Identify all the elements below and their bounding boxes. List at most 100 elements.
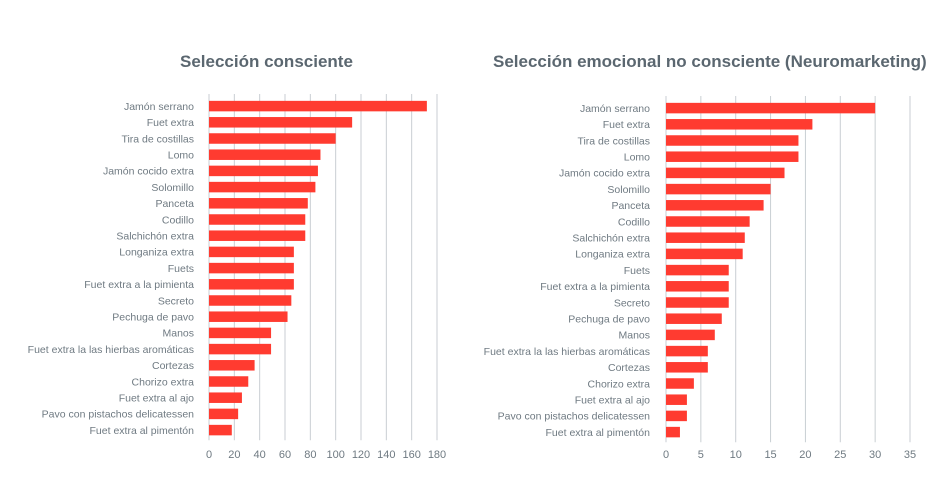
x-tick-label: 60 [279, 449, 291, 461]
category-label: Chorizo extra [588, 378, 651, 390]
category-label: Codillo [162, 214, 194, 226]
x-tick-label: 0 [663, 449, 669, 461]
x-tick-label: 35 [904, 449, 916, 461]
category-label: Chorizo extra [132, 376, 195, 388]
bar [666, 102, 876, 114]
bar [666, 313, 722, 324]
x-tick-label: 10 [730, 449, 742, 461]
category-label: Fuets [624, 265, 650, 277]
category-label: Fuets [168, 263, 194, 275]
category-label: Longaniza extra [119, 247, 194, 259]
category-label: Solomillo [151, 182, 194, 194]
category-label: Fuet extra al ajo [575, 395, 650, 407]
bar [666, 200, 764, 211]
bar [666, 345, 708, 357]
bar [666, 264, 729, 276]
bar [209, 198, 308, 209]
chart-right-title: Selección emocional no consciente (Neuro… [493, 52, 927, 71]
category-label: Fuet extra al pimentón [546, 427, 651, 439]
bar [209, 149, 321, 160]
bar [666, 281, 729, 292]
x-tick-label: 180 [428, 449, 446, 461]
category-label: Fuet extra al pimentón [90, 425, 195, 437]
x-tick-label: 160 [402, 449, 420, 461]
bar [666, 394, 687, 405]
category-label: Longaniza extra [575, 249, 650, 261]
chart-right-panel: Selección emocional no consciente (Neuro… [470, 0, 950, 494]
bar [209, 133, 336, 144]
category-label: Manos [618, 330, 650, 342]
category-label: Jamón cocido extra [559, 168, 650, 180]
bar [209, 311, 288, 322]
x-tick-label: 0 [206, 449, 212, 461]
chart-left-title: Selección consciente [180, 52, 353, 71]
bar [666, 426, 680, 438]
chart-left-svg: 0 20 40 60 80 100 120 140 160 180 Jamón serrano Fue… [28, 94, 446, 461]
category-label: Cortezas [152, 360, 194, 372]
bar [209, 117, 353, 128]
bar [209, 100, 427, 112]
category-label: Pavo con pistachos delicatessen [498, 411, 651, 423]
x-tick-label: 15 [764, 449, 776, 461]
category-label: Fuet extra la las hierbas aromáticas [28, 344, 194, 356]
bar [666, 135, 799, 146]
category-label: Cortezas [608, 362, 650, 374]
category-label: Fuet extra [603, 119, 650, 131]
category-label: Salchichón extra [116, 231, 194, 243]
bar [666, 119, 813, 130]
bar [666, 297, 729, 308]
category-label: Fuet extra al ajo [119, 393, 194, 405]
bar [666, 216, 750, 227]
category-label: Tira de costillas [121, 133, 194, 145]
bar [209, 230, 306, 241]
category-label: Pechuga de pavo [112, 312, 194, 324]
bar [209, 214, 306, 225]
category-label: Fuet extra a la pimienta [84, 279, 194, 291]
x-tick-label: 30 [869, 449, 881, 461]
category-label: Fuet extra la las hierbas aromáticas [484, 346, 650, 358]
category-label: Lomo [624, 152, 650, 164]
bar [209, 392, 242, 403]
bar [209, 262, 294, 274]
category-label: Solomillo [607, 184, 650, 196]
category-label: Pavo con pistachos delicatessen [42, 409, 195, 421]
bar [666, 151, 799, 162]
bar [666, 183, 771, 195]
bar [666, 167, 785, 179]
bar [209, 424, 232, 436]
bar [209, 360, 255, 371]
category-label: Fuet extra a la pimienta [540, 281, 650, 293]
chart-left-panel: Selección consciente 0 20 40 60 80 100 120 140 1… [0, 0, 470, 494]
bar [209, 408, 239, 420]
x-tick-label: 20 [228, 449, 240, 461]
category-label: Jamón serrano [580, 103, 650, 115]
category-label: Pechuga de pavo [568, 314, 650, 326]
x-tick-label: 25 [834, 449, 846, 461]
bar [666, 329, 715, 341]
category-label: Secreto [158, 295, 194, 307]
bar [209, 376, 249, 387]
bar [209, 165, 318, 177]
category-label: Fuet extra [147, 117, 194, 129]
x-tick-label: 20 [799, 449, 811, 461]
category-label: Manos [162, 328, 194, 340]
bar [666, 410, 687, 422]
bar [209, 327, 272, 339]
category-label: Salchichón extra [572, 233, 650, 245]
bar [666, 378, 694, 389]
chart-right-svg: 0 5 10 15 20 25 30 35 Jamón serrano Fuet extra Tir… [484, 96, 916, 461]
x-tick-label: 120 [352, 449, 370, 461]
x-tick-label: 140 [377, 449, 395, 461]
bar [209, 181, 316, 193]
bar [209, 343, 272, 355]
bar [666, 362, 708, 373]
bar [666, 232, 745, 243]
category-label: Panceta [155, 198, 194, 210]
x-tick-label: 40 [254, 449, 266, 461]
category-label: Panceta [611, 200, 650, 212]
x-tick-label: 100 [326, 449, 344, 461]
x-tick-label: 80 [304, 449, 316, 461]
category-label: Secreto [614, 297, 650, 309]
category-label: Codillo [618, 216, 650, 228]
category-label: Jamón cocido extra [103, 166, 194, 178]
